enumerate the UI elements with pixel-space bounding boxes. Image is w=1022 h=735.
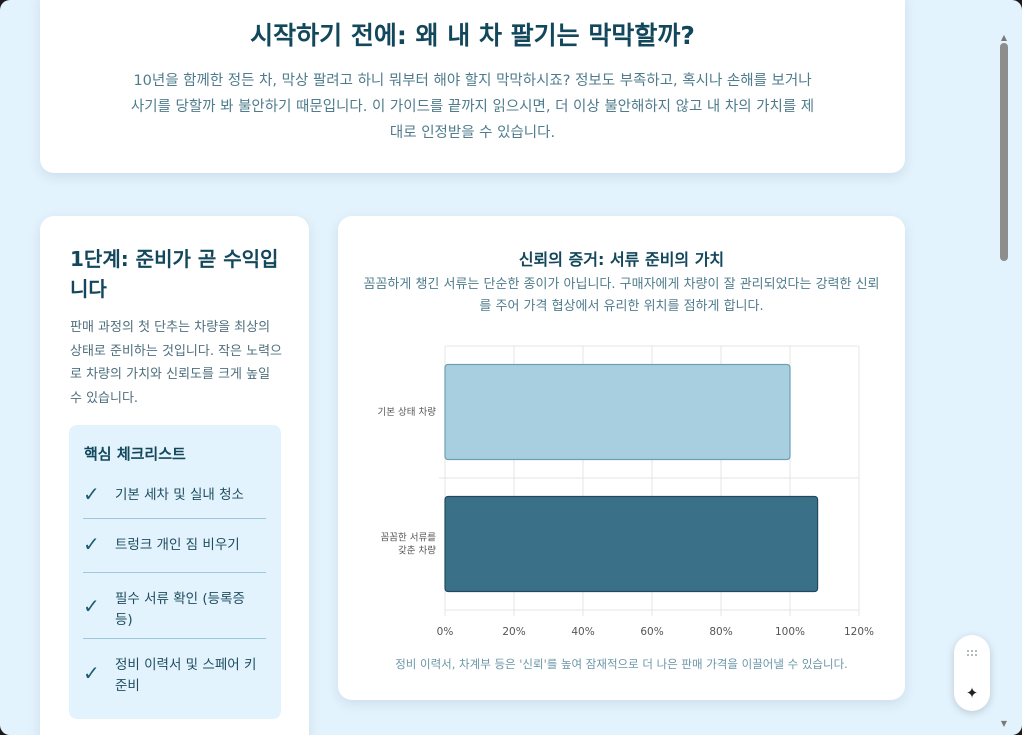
checklist-title: 핵심 체크리스트 xyxy=(84,445,186,463)
scrollbar-thumb[interactable] xyxy=(1000,43,1008,261)
checklist-item: ✓ 기본 세차 및 실내 청소 xyxy=(83,474,266,519)
intro-card: 시작하기 전에: 왜 내 차 팔기는 막막할까? 10년을 함께한 정든 차, … xyxy=(40,0,905,173)
step1-title: 1단계: 준비가 곧 수익입니다 xyxy=(70,247,279,301)
checkmark-icon: ✓ xyxy=(83,661,100,685)
checkmark-icon: ✓ xyxy=(83,482,100,506)
x-tick-label: 80% xyxy=(709,626,732,638)
drag-handle-icon[interactable] xyxy=(967,650,977,658)
intro-title: 시작하기 전에: 왜 내 차 팔기는 막막할까? xyxy=(250,21,695,50)
checklist-item-label: 기본 세차 및 실내 청소 xyxy=(115,487,244,503)
floating-widget: ✦ xyxy=(954,635,990,711)
checkmark-icon: ✓ xyxy=(83,532,100,556)
step1-card: 1단계: 준비가 곧 수익입니다 판매 과정의 첫 단추는 차량을 최상의 상태… xyxy=(40,216,309,735)
bar xyxy=(444,495,819,593)
chart-title: 신뢰의 증거: 서류 준비의 가치 xyxy=(518,250,725,269)
y-category-label: 기본 상태 차량 xyxy=(378,406,437,418)
y-category-label: 갖춘 차량 xyxy=(398,545,436,557)
x-tick-label: 20% xyxy=(502,626,525,638)
checklist-item: ✓ 필수 서류 확인 (등록증 등) xyxy=(83,573,266,639)
checklist-box: 핵심 체크리스트 ✓ 기본 세차 및 실내 청소 ✓ 트렁크 개인 짐 비우기 … xyxy=(69,425,281,719)
x-tick-label: 40% xyxy=(571,626,594,638)
checklist-item-label: 정비 이력서 및 스페어 키 준비 xyxy=(115,657,257,694)
chart-subtitle: 꼼꼼하게 챙긴 서류는 단순한 종이가 아닙니다. 구매자에게 차량이 잘 관리… xyxy=(363,277,880,314)
checkmark-icon: ✓ xyxy=(83,594,100,618)
checklist-item: ✓ 정비 이력서 및 스페어 키 준비 xyxy=(83,639,266,709)
x-tick-label: 120% xyxy=(844,626,874,638)
chart-card: 신뢰의 증거: 서류 준비의 가치 꼼꼼하게 챙긴 서류는 단순한 종이가 아닙… xyxy=(338,216,905,700)
x-tick-label: 100% xyxy=(775,626,805,638)
checklist-item-label: 트렁크 개인 짐 비우기 xyxy=(115,537,240,553)
bar xyxy=(444,363,791,461)
scroll-down-arrow-icon[interactable]: ▼ xyxy=(1000,719,1008,728)
checklist-item-label: 필수 서류 확인 (등록증 등) xyxy=(115,591,245,628)
x-tick-label: 60% xyxy=(640,626,663,638)
intro-text: 10년을 함께한 정든 차, 막상 팔려고 하니 뭐부터 해야 할지 막막하시죠… xyxy=(130,73,815,141)
y-category-label: 꼼꼼한 서류를 xyxy=(381,533,437,544)
step1-text: 판매 과정의 첫 단추는 차량을 최상의 상태로 준비하는 것입니다. 작은 노… xyxy=(70,320,283,406)
checklist-item: ✓ 트렁크 개인 짐 비우기 xyxy=(83,519,266,573)
sparkle-icon[interactable]: ✦ xyxy=(965,684,979,702)
x-tick-label: 0% xyxy=(437,626,454,638)
scroll-up-arrow-icon[interactable]: ▲ xyxy=(1000,33,1008,42)
chart-caption: 정비 이력서, 차계부 등은 '신뢰'를 높여 잠재적으로 더 나은 판매 가격… xyxy=(395,657,848,671)
